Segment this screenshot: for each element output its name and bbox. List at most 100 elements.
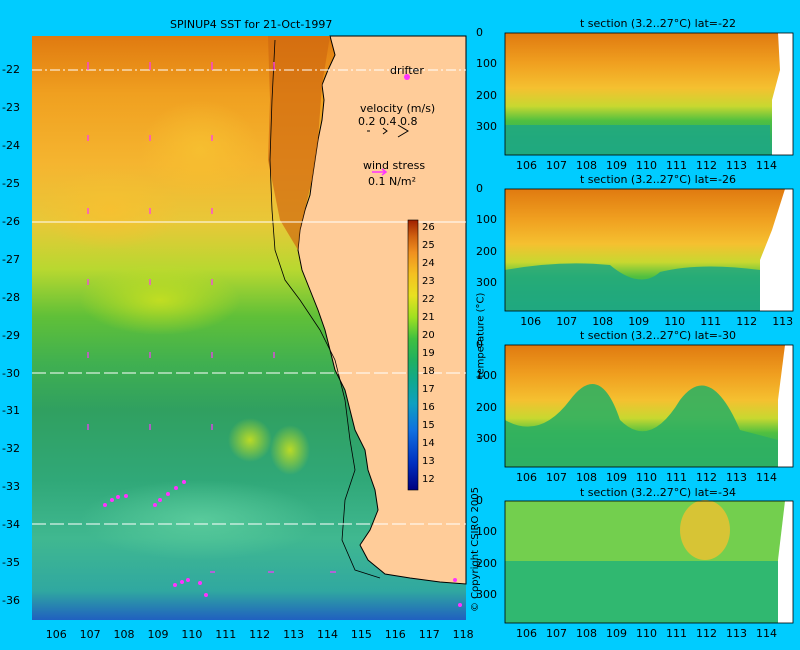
- map-x-tick-label: 116: [384, 628, 406, 641]
- warm-eddy: [40, 170, 180, 250]
- section-panel-lat-22: [504, 32, 794, 156]
- section-x-tick-label: 111: [666, 627, 687, 640]
- drifter-tracks: [103, 74, 462, 607]
- map-y-tick-label: -27: [2, 252, 20, 266]
- map-y-tick-label: -34: [2, 518, 20, 532]
- section-y-tick-label: 0: [476, 182, 483, 195]
- section-title-lat-34: t section (3.2..27°C) lat=-34: [580, 486, 736, 499]
- colorbar-tick-label: 22: [422, 294, 435, 305]
- shelf-warm-water: [268, 36, 330, 250]
- section-panel-lat-30: [504, 344, 794, 468]
- section-x-tick-label: 107: [556, 315, 578, 328]
- section-x-tick-label: 113: [726, 159, 747, 172]
- map-y-tick-label: -22: [2, 63, 20, 77]
- wind-legend-arrow: [372, 168, 388, 176]
- section-x-tick-label: 110: [636, 471, 657, 484]
- section-x-tick-label: 109: [606, 627, 627, 640]
- colorbar: [407, 219, 419, 491]
- wind-legend-scale: 0.1 N/m²: [368, 175, 417, 188]
- section-x-tick-label: 113: [726, 627, 747, 640]
- section-x-tick-label: 107: [546, 471, 567, 484]
- section-y-tick-label: 100: [476, 525, 497, 539]
- colorbar-tick-label: 16: [422, 402, 435, 413]
- map-plot-area: [32, 35, 467, 620]
- map-y-tick-label: -36: [2, 594, 20, 608]
- map-y-tick-label: -23: [2, 101, 20, 115]
- section-x-tick-label: 111: [700, 315, 722, 328]
- section-y-tick-label: 0: [476, 338, 483, 351]
- section-x-tick-label: 108: [576, 471, 597, 484]
- map-x-tick-label: 115: [350, 628, 372, 641]
- wind-stress-arrows: [87, 62, 336, 573]
- colorbar-label: temperature (°C): [475, 292, 487, 379]
- section-x-tick-label: 106: [520, 315, 542, 328]
- map-y-tick-label: -28: [2, 290, 20, 304]
- section-x-tick-label: 107: [546, 159, 567, 172]
- colorbar-tick-label: 26: [422, 222, 435, 233]
- section-x-tick-label: 106: [516, 471, 537, 484]
- section-x-tick-label: 108: [576, 627, 597, 640]
- section-panel-lat-26: [504, 188, 794, 312]
- warm-eddy: [140, 100, 260, 200]
- colorbar-tick-label: 15: [422, 420, 435, 431]
- section-y-tick-label: 200: [476, 244, 497, 258]
- map-y-tick-label: -33: [2, 480, 20, 494]
- map-x-tick-label: 109: [147, 628, 169, 641]
- section-y-tick-label: 0: [476, 494, 483, 507]
- map-title: SPINUP4 SST for 21-Oct-1997: [170, 18, 333, 31]
- map-x-tick-label: 112: [249, 628, 271, 641]
- section-x-tick-label: 111: [666, 159, 687, 172]
- section-x-tick-label: 106: [516, 627, 537, 640]
- section-x-tick-label: 112: [736, 315, 758, 328]
- section-y-tick-label: 300: [476, 119, 497, 133]
- green-filament: [80, 265, 240, 335]
- section-title-lat-26: t section (3.2..27°C) lat=-26: [580, 173, 736, 186]
- section-y-tick-label: 0: [476, 26, 483, 39]
- section-x-tick-label: 109: [606, 159, 627, 172]
- map-x-tick-label: 111: [215, 628, 237, 641]
- map-y-tick-label: -25: [2, 176, 20, 190]
- map-y-tick-label: -30: [2, 366, 20, 380]
- section-y-tick-label: 200: [476, 88, 497, 102]
- velocity-legend-label: velocity (m/s): [360, 102, 436, 115]
- section-x-tick-label: 113: [726, 471, 747, 484]
- section-x-tick-label: 109: [628, 315, 650, 328]
- velocity-legend-scale: 0.2 0.4 0.8: [358, 115, 418, 128]
- map-x-tick-label: 110: [181, 628, 203, 641]
- section-x-tick-label: 106: [516, 159, 537, 172]
- map-x-tick-label: 108: [113, 628, 135, 641]
- velocity-legend-arrows: [367, 124, 409, 138]
- section-title-lat-22: t section (3.2..27°C) lat=-22: [580, 17, 736, 30]
- colorbar-tick-label: 24: [422, 258, 435, 269]
- section-x-tick-label: 114: [756, 159, 777, 172]
- map-x-tick-label: 106: [45, 628, 67, 641]
- map-x-tick-label: 118: [452, 628, 474, 641]
- isobath-contour: [269, 39, 381, 579]
- section-x-tick-label: 112: [696, 627, 717, 640]
- section-y-tick-label: 300: [476, 275, 497, 289]
- map-y-tick-label: -32: [2, 442, 20, 456]
- section-y-tick-label: 300: [476, 431, 497, 445]
- section-x-tick-label: 108: [592, 315, 614, 328]
- section-y-tick-label: 200: [476, 556, 497, 570]
- section-x-tick-label: 110: [636, 627, 657, 640]
- green-eddy: [270, 425, 310, 475]
- section-x-tick-label: 114: [756, 627, 777, 640]
- colorbar-tick-label: 13: [422, 456, 435, 467]
- section-y-tick-label: 200: [476, 400, 497, 414]
- map-y-tick-label: -24: [2, 138, 20, 152]
- section-y-tick-label: 100: [476, 369, 497, 383]
- map-x-tick-label: 117: [418, 628, 440, 641]
- section-x-tick-label: 108: [576, 159, 597, 172]
- section-x-tick-label: 112: [696, 159, 717, 172]
- section-x-tick-label: 114: [756, 471, 777, 484]
- map-x-tick-label: 107: [79, 628, 101, 641]
- map-y-tick-label: -31: [2, 404, 20, 418]
- map-y-tick-label: -29: [2, 328, 20, 342]
- map-y-tick-label: -26: [2, 214, 20, 228]
- colorbar-tick-label: 19: [422, 348, 435, 359]
- section-title-lat-30: t section (3.2..27°C) lat=-30: [580, 329, 736, 342]
- colorbar-tick-label: 17: [422, 384, 435, 395]
- colorbar-tick-label: 20: [422, 330, 435, 341]
